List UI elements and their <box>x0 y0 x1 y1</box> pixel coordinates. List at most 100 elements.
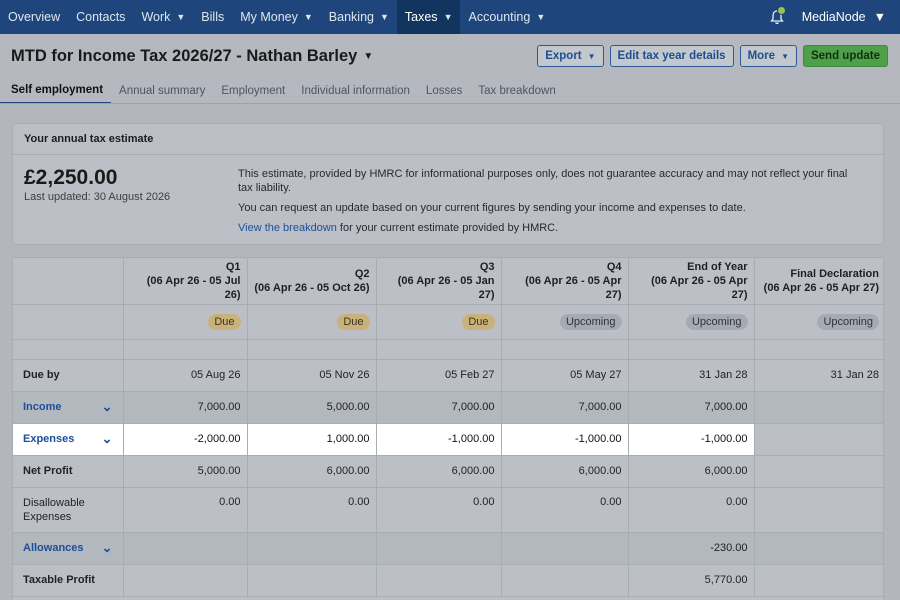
breakdown-line-rest: for your current estimate provided by HM… <box>336 222 559 234</box>
tab-tax-breakdown[interactable]: Tax breakdown <box>478 85 556 97</box>
table-cell: 6,000.00 <box>628 455 755 488</box>
table-cell: 05 Aug 26 <box>123 359 248 392</box>
nav-item-overview[interactable]: Overview <box>0 0 68 34</box>
nav-item-label: My Money <box>240 10 298 24</box>
chevron-down-icon: ▼ <box>379 12 389 22</box>
export-button[interactable]: Export ▼ <box>537 45 604 67</box>
nav-item-bills[interactable]: Bills <box>193 0 232 34</box>
table-cell: 0.00 <box>376 487 502 533</box>
nav-item-contacts[interactable]: Contacts <box>68 0 133 34</box>
status-cell: Upcoming <box>754 304 883 340</box>
spacer-row <box>13 339 883 360</box>
table-cell: 7,000.00 <box>501 391 629 424</box>
table-cell <box>376 564 502 597</box>
nav-item-work[interactable]: Work ▼ <box>133 0 193 34</box>
table-cell: 7,000.00 <box>628 391 755 424</box>
more-button[interactable]: More ▼ <box>739 45 797 67</box>
expand-toggle[interactable]: Expenses ⌄ <box>23 431 117 446</box>
chevron-down-icon: ▼ <box>363 51 374 62</box>
status-badge: Upcoming <box>559 313 622 330</box>
status-label-cell <box>13 304 124 340</box>
tab-individual-information[interactable]: Individual information <box>301 85 410 97</box>
spacer-cell <box>628 339 755 360</box>
status-badge: Due <box>462 313 495 330</box>
estimate-breakdown-line: View the breakdown for your current esti… <box>238 221 858 235</box>
nav-item-taxes[interactable]: Taxes ▼ <box>396 0 461 34</box>
table-cell: 7,000.00 <box>123 391 248 424</box>
organisation-name: MediaNode <box>801 10 866 24</box>
tab-self-employment[interactable]: Self employment <box>0 78 112 104</box>
organisation-menu[interactable]: MediaNode ▼ <box>794 10 900 24</box>
notifications-bell[interactable] <box>760 0 794 34</box>
status-row: Due Due Due Upcoming Upcoming Upcoming <box>13 304 883 340</box>
row-label-text: Expenses <box>23 433 75 445</box>
table-cell: 6,000.00 <box>376 455 502 488</box>
table-cell <box>754 487 883 533</box>
corner-cell <box>13 258 124 305</box>
tab-annual-summary[interactable]: Annual summary <box>119 85 206 97</box>
estimate-disclaimer: This estimate, provided by HMRC for info… <box>238 168 848 194</box>
expand-toggle[interactable]: Allowances ⌄ <box>23 541 117 554</box>
estimate-heading: Your annual tax estimate <box>13 124 883 155</box>
spacer-cell <box>501 339 629 360</box>
table-cell: -1,000.00 <box>376 423 502 456</box>
estimate-description: This estimate, provided by HMRC for info… <box>238 167 858 241</box>
table-cell: -1,000.00 <box>501 423 629 456</box>
column-header: Q2 (06 Apr 26 - 05 Oct 26) <box>247 258 377 305</box>
edit-tax-year-button[interactable]: Edit tax year details <box>609 45 734 67</box>
expand-toggle[interactable]: Income ⌄ <box>23 399 117 414</box>
estimate-amount: £2,250.00 <box>24 166 118 189</box>
nav-item-label: Contacts <box>76 10 126 24</box>
table-row-due-by: Due by 05 Aug 26 05 Nov 26 05 Feb 27 05 May … <box>13 359 883 392</box>
table-cell: 6,000.00 <box>247 455 377 488</box>
nav-item-label: Accounting <box>468 10 531 24</box>
table-cell: -2,000.00 <box>123 423 248 456</box>
table-cell <box>247 564 377 597</box>
column-name: Q1 <box>225 260 241 273</box>
section-tabs: Self employment Annual summary Employment I… <box>0 78 564 104</box>
page-title[interactable]: MTD for Income Tax 2026/27 - Nathan Barl… <box>11 47 373 66</box>
status-cell: Due <box>247 304 377 340</box>
spacer-cell <box>247 339 377 360</box>
chevron-down-icon: ▼ <box>587 51 596 61</box>
table-cell: 5,000.00 <box>123 455 248 488</box>
notification-dot <box>776 6 786 15</box>
row-label: Due by <box>13 359 124 392</box>
table-cell: 5,770.00 <box>628 564 755 597</box>
table-cell <box>123 532 248 565</box>
row-label[interactable]: Allowances ⌄ <box>13 532 124 565</box>
row-label[interactable]: Expenses ⌄ <box>13 423 124 456</box>
nav-item-label: Bills <box>201 10 225 24</box>
table-cell: 05 Feb 27 <box>376 359 502 392</box>
row-label: Disallowable Expenses <box>13 487 124 533</box>
table-cell <box>501 564 629 597</box>
column-header: Final Declaration (06 Apr 26 - 05 Apr 27) <box>754 258 883 305</box>
nav-item-my-money[interactable]: My Money ▼ <box>232 0 321 34</box>
nav-item-label: Work <box>141 10 171 24</box>
tab-losses[interactable]: Losses <box>425 85 463 97</box>
table-cell: 0.00 <box>247 487 377 533</box>
chevron-down-icon: ⌄ <box>101 399 113 414</box>
table-cell: 1,000.00 <box>247 423 377 456</box>
row-label-text: Allowances <box>23 542 84 554</box>
row-label[interactable]: Income ⌄ <box>13 391 124 424</box>
column-name: Q4 <box>606 260 622 273</box>
table-cell <box>247 532 377 565</box>
spacer-cell <box>754 339 883 360</box>
table-cell <box>123 564 248 597</box>
nav-item-banking[interactable]: Banking ▼ <box>321 0 397 34</box>
table-cell: 6,000.00 <box>501 455 629 488</box>
tax-estimate-card: Your annual tax estimate £2,250.00 Last … <box>12 123 884 245</box>
table-cell: 31 Jan 28 <box>754 359 883 392</box>
row-label-text: Income <box>23 401 62 413</box>
chevron-down-icon: ⌄ <box>101 431 113 446</box>
nav-item-accounting[interactable]: Accounting ▼ <box>460 0 553 34</box>
nav-item-label: Overview <box>8 10 61 24</box>
column-header: Q3 (06 Apr 26 - 05 Jan 27) <box>376 258 502 305</box>
send-update-button[interactable]: Send update <box>802 45 888 67</box>
table-cell: 0.00 <box>123 487 248 533</box>
tab-employment[interactable]: Employment <box>221 85 286 97</box>
column-name: Q3 <box>479 260 495 273</box>
table-cell: 05 Nov 26 <box>247 359 377 392</box>
view-breakdown-link[interactable]: View the breakdown <box>238 222 337 234</box>
